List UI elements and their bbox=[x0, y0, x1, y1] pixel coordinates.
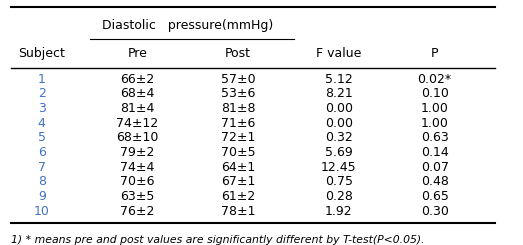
Text: 74±4: 74±4 bbox=[120, 161, 155, 174]
Text: 8.21: 8.21 bbox=[325, 87, 353, 100]
Text: 0.32: 0.32 bbox=[325, 131, 353, 144]
Text: 5.69: 5.69 bbox=[325, 146, 353, 159]
Text: 1.92: 1.92 bbox=[325, 205, 353, 218]
Text: 0.63: 0.63 bbox=[421, 131, 449, 144]
Text: 63±5: 63±5 bbox=[120, 190, 155, 203]
Text: 70±6: 70±6 bbox=[120, 175, 155, 188]
Text: Diastolic   pressure(mmHg): Diastolic pressure(mmHg) bbox=[102, 19, 274, 32]
Text: 1) * means pre and post values are significantly different by T-test(P<0.05).: 1) * means pre and post values are signi… bbox=[12, 235, 425, 245]
Text: 3: 3 bbox=[38, 102, 46, 115]
Text: Subject: Subject bbox=[18, 47, 65, 60]
Text: 2: 2 bbox=[38, 87, 46, 100]
Text: 76±2: 76±2 bbox=[120, 205, 155, 218]
Text: 70±5: 70±5 bbox=[221, 146, 256, 159]
Text: 0.10: 0.10 bbox=[420, 87, 449, 100]
Text: 71±6: 71±6 bbox=[221, 117, 255, 130]
Text: 1.00: 1.00 bbox=[420, 102, 449, 115]
Text: 81±8: 81±8 bbox=[221, 102, 255, 115]
Text: 12.45: 12.45 bbox=[321, 161, 357, 174]
Text: 68±4: 68±4 bbox=[120, 87, 155, 100]
Text: 0.00: 0.00 bbox=[325, 102, 353, 115]
Text: 74±12: 74±12 bbox=[116, 117, 158, 130]
Text: 5.12: 5.12 bbox=[325, 73, 353, 86]
Text: 81±4: 81±4 bbox=[120, 102, 155, 115]
Text: 57±0: 57±0 bbox=[221, 73, 256, 86]
Text: 72±1: 72±1 bbox=[221, 131, 255, 144]
Text: 0.00: 0.00 bbox=[325, 117, 353, 130]
Text: 1.00: 1.00 bbox=[420, 117, 449, 130]
Text: 0.30: 0.30 bbox=[420, 205, 449, 218]
Text: Post: Post bbox=[225, 47, 251, 60]
Text: 78±1: 78±1 bbox=[221, 205, 255, 218]
Text: 0.28: 0.28 bbox=[325, 190, 353, 203]
Text: 7: 7 bbox=[38, 161, 46, 174]
Text: Pre: Pre bbox=[128, 47, 147, 60]
Text: 0.07: 0.07 bbox=[420, 161, 449, 174]
Text: 0.65: 0.65 bbox=[420, 190, 449, 203]
Text: 61±2: 61±2 bbox=[221, 190, 255, 203]
Text: 9: 9 bbox=[38, 190, 46, 203]
Text: 0.75: 0.75 bbox=[325, 175, 353, 188]
Text: 10: 10 bbox=[34, 205, 50, 218]
Text: 0.14: 0.14 bbox=[421, 146, 449, 159]
Text: 67±1: 67±1 bbox=[221, 175, 255, 188]
Text: 4: 4 bbox=[38, 117, 46, 130]
Text: P: P bbox=[431, 47, 438, 60]
Text: 0.48: 0.48 bbox=[420, 175, 449, 188]
Text: 1: 1 bbox=[38, 73, 46, 86]
Text: 8: 8 bbox=[38, 175, 46, 188]
Text: 64±1: 64±1 bbox=[221, 161, 255, 174]
Text: 66±2: 66±2 bbox=[120, 73, 154, 86]
Text: 68±10: 68±10 bbox=[116, 131, 158, 144]
Text: 5: 5 bbox=[38, 131, 46, 144]
Text: 79±2: 79±2 bbox=[120, 146, 155, 159]
Text: 0.02*: 0.02* bbox=[417, 73, 452, 86]
Text: F value: F value bbox=[316, 47, 361, 60]
Text: 6: 6 bbox=[38, 146, 46, 159]
Text: 53±6: 53±6 bbox=[221, 87, 255, 100]
